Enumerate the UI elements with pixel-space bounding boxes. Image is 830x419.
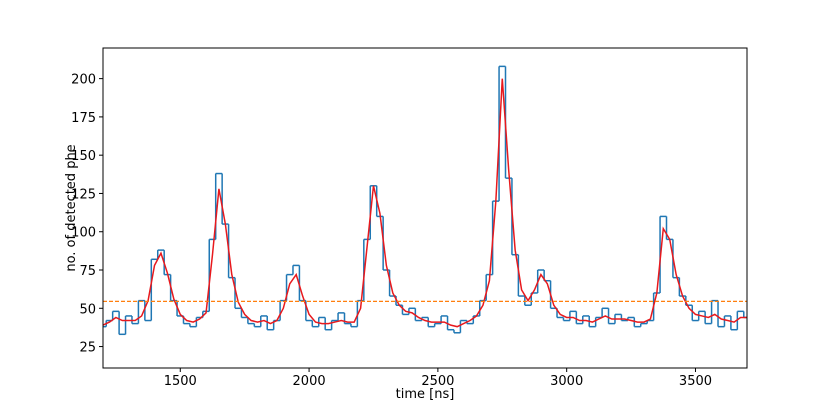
y-tick-label: 100 <box>71 226 96 241</box>
plot-frame <box>102 47 748 369</box>
y-tick-label: 150 <box>71 149 96 164</box>
smooth-line <box>103 78 747 328</box>
x-tick-label: 2000 <box>293 374 326 389</box>
x-tick-label: 1500 <box>164 374 197 389</box>
x-tick-label: 3000 <box>550 374 583 389</box>
y-tick-label: 175 <box>71 111 96 126</box>
y-axis-label: no. of detected phe <box>64 144 79 271</box>
y-tick-label: 25 <box>79 341 96 356</box>
y-tick-label: 75 <box>79 264 96 279</box>
step-connector <box>105 66 745 335</box>
x-axis-label: time [ns] <box>396 387 455 402</box>
y-tick-label: 50 <box>79 302 96 317</box>
x-tick-label: 2500 <box>421 374 454 389</box>
x-tick-label: 3500 <box>679 374 712 389</box>
y-tick-label: 125 <box>71 187 96 202</box>
y-tick-label: 200 <box>71 73 96 88</box>
plot-area <box>103 65 747 336</box>
